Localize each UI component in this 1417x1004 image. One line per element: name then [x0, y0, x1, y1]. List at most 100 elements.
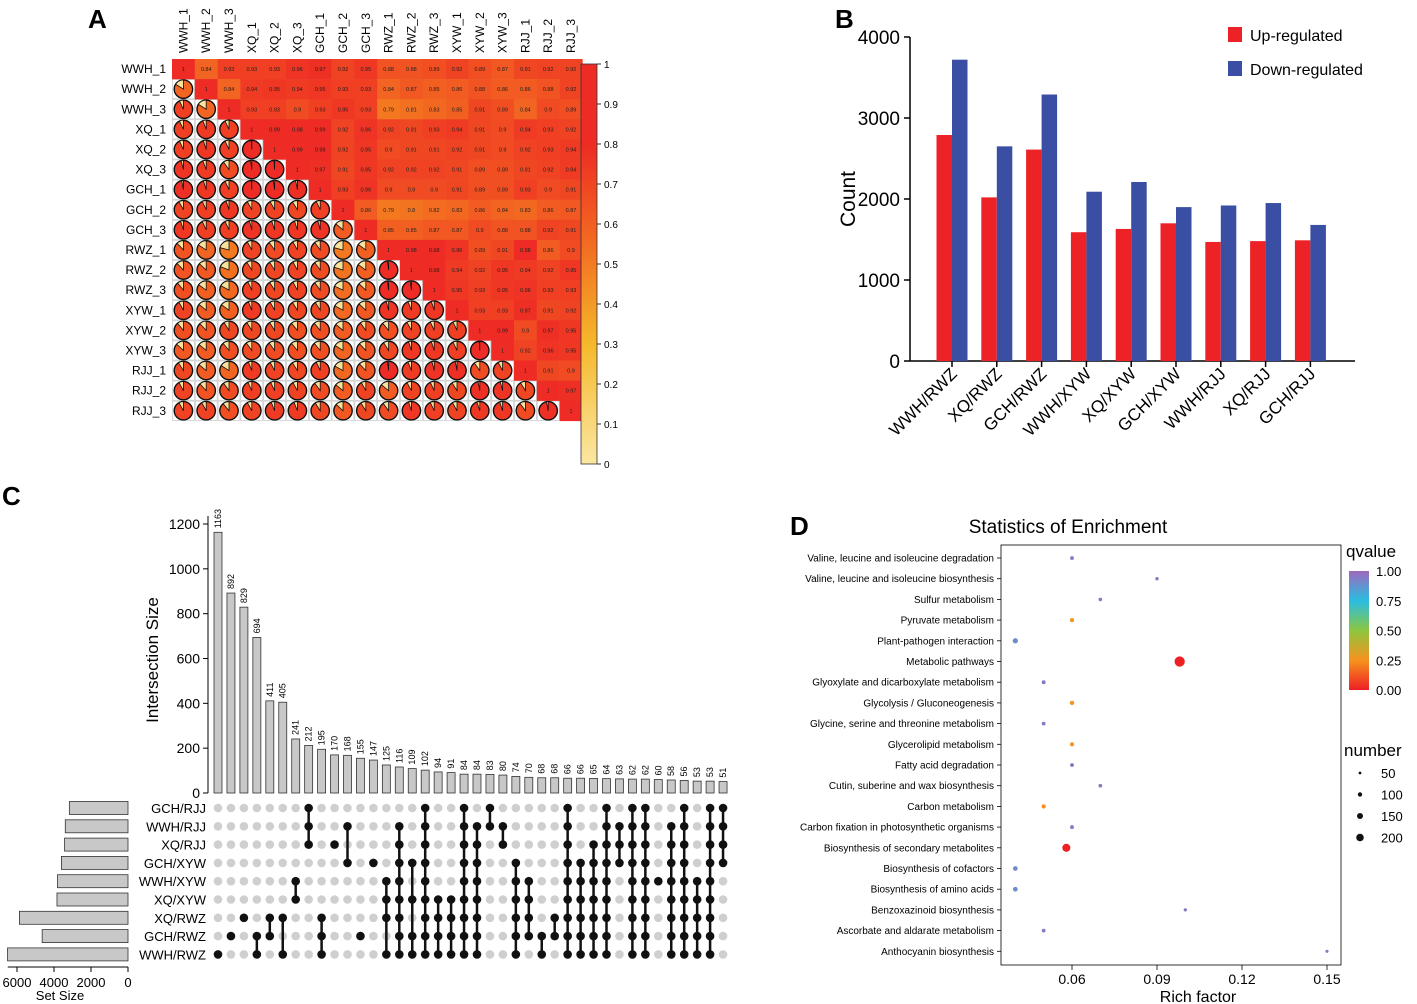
c-matrix-dot — [666, 803, 676, 813]
d-point — [1325, 949, 1329, 953]
c-matrix-dot — [433, 858, 443, 868]
heatmap-pie-wedge — [477, 381, 481, 391]
c-matrix-dot — [537, 822, 547, 831]
heatmap-cell-value: 0.91 — [406, 127, 417, 133]
heatmap-pie-wedge — [387, 260, 389, 271]
heatmap-pie-wedge — [225, 200, 230, 210]
c-intersection-value: 68 — [550, 764, 560, 774]
c-matrix-dot — [472, 803, 482, 813]
heatmap-cell-value: 1 — [478, 328, 481, 334]
heatmap-cell-value: 0.94 — [452, 268, 463, 274]
heatmap-pie-wedge — [315, 200, 321, 210]
d-point — [1041, 928, 1046, 933]
c-matrix-dot — [576, 822, 585, 831]
heatmap-pie-wedge — [223, 381, 230, 392]
heatmap-cell — [468, 179, 492, 200]
c-intersection-value: 892 — [226, 574, 236, 589]
heatmap-pie-wedge — [245, 340, 253, 352]
c-matrix-dot — [511, 840, 521, 849]
heatmap-pie-wedge — [269, 320, 275, 332]
heatmap-cell — [491, 340, 515, 361]
heatmap-pie-wedge — [408, 340, 412, 351]
c-matrix-dot-active — [654, 876, 663, 886]
c-matrix-dot — [382, 858, 391, 868]
c-matrix-dot — [692, 840, 702, 849]
c-matrix-dot — [537, 840, 547, 849]
heatmap-cell — [536, 199, 560, 221]
heatmap-cell — [536, 219, 560, 241]
c-intersection-bar — [407, 768, 417, 794]
heatmap-cell-value: 0.89 — [474, 248, 485, 254]
heatmap-cell — [422, 119, 446, 140]
heatmap-cell-value: 0.87 — [452, 228, 463, 234]
heatmap-pie-wedge — [199, 320, 207, 332]
c-matrix-dot — [291, 840, 301, 849]
heatmap-cell — [331, 159, 355, 180]
heatmap-cell-value: 0.85 — [406, 228, 417, 234]
b-bar-down-regulated — [1310, 224, 1326, 361]
heatmap-pie-wedge — [223, 159, 230, 171]
c-y-tick-label: 200 — [177, 740, 201, 756]
heatmap-pie-wedge — [476, 401, 481, 411]
c-intersection-value: 80 — [498, 761, 508, 771]
heatmap-pie-wedge — [197, 99, 207, 110]
heatmap-pie-wedge — [249, 220, 253, 230]
d-term-label: Valine, leucine and isoleucine degradati… — [807, 554, 994, 565]
d-term-label: Metabolic pathways — [906, 657, 994, 668]
heatmap-pie-wedge — [176, 240, 184, 251]
heatmap-pie-wedge — [224, 220, 230, 231]
d-x-tick-label: 0.15 — [1313, 971, 1340, 987]
heatmap-cell — [514, 179, 538, 200]
heatmap-pie-wedge — [250, 139, 253, 150]
c-set-size-bar — [61, 856, 129, 870]
b-bar-up-regulated — [1294, 240, 1311, 361]
heatmap-cell — [400, 239, 424, 261]
heatmap-cell — [445, 179, 469, 200]
heatmap-pie-wedge — [333, 260, 344, 271]
c-set-size-tick-label: 0 — [124, 975, 131, 990]
heatmap-cell-value: 0.9 — [499, 147, 507, 153]
heatmap-cell-value: 0.94 — [520, 127, 531, 133]
c-matrix-dot — [317, 803, 326, 813]
heatmap-cell — [445, 99, 469, 120]
c-matrix-dot — [407, 822, 417, 831]
c-matrix-dot — [369, 876, 378, 886]
heatmap-cell — [491, 219, 515, 241]
heatmap-row-label: WWH_3 — [121, 102, 166, 116]
c-matrix-dot — [537, 858, 547, 868]
colorbar-tick-label: 0.2 — [604, 380, 618, 391]
heatmap-cell-value: 0.93 — [360, 87, 371, 93]
c-matrix-dot — [226, 913, 236, 923]
c-matrix-dot — [550, 950, 559, 959]
c-intersection-bar — [498, 774, 508, 794]
heatmap-cell — [422, 79, 446, 100]
panel-b-bar-chart: 01000200030004000CountWWH/RWZXQ/RWZGCH/R… — [837, 27, 1363, 440]
c-intersection-bar — [485, 773, 495, 794]
d-term-label: Biosynthesis of cofactors — [883, 864, 994, 875]
heatmap-cell — [422, 199, 446, 221]
c-matrix-dot-active — [356, 931, 365, 941]
heatmap-cell-value: 0.93 — [269, 107, 280, 113]
heatmap-cell-value: 0.91 — [474, 147, 485, 153]
heatmap-cell — [400, 159, 424, 180]
c-matrix-dot-active — [226, 931, 236, 941]
c-intersection-value: 155 — [355, 739, 365, 754]
c-set-label: GCH/RWZ — [144, 929, 206, 944]
heatmap-cell-value: 0.92 — [543, 228, 554, 234]
heatmap-cell-value: 0.96 — [360, 127, 371, 133]
c-intersection-bar — [278, 701, 288, 794]
colorbar-tick-label: 0.5 — [604, 260, 618, 271]
heatmap-cell — [377, 239, 401, 261]
c-intersection-bar — [718, 781, 728, 794]
heatmap-cell-value: 0.92 — [338, 67, 349, 73]
heatmap-pie-wedge — [499, 401, 503, 411]
heatmap-cell — [468, 280, 492, 301]
heatmap-pie-wedge — [452, 401, 458, 411]
heatmap-pie-wedge — [220, 300, 230, 312]
heatmap-cell-value: 0.93 — [429, 127, 440, 133]
heatmap-cell-value: 0.85 — [452, 107, 463, 113]
heatmap-cell-value: 0.9 — [476, 228, 484, 234]
c-intersection-bar — [394, 766, 404, 794]
heatmap-row-label: XYW_1 — [125, 303, 166, 317]
